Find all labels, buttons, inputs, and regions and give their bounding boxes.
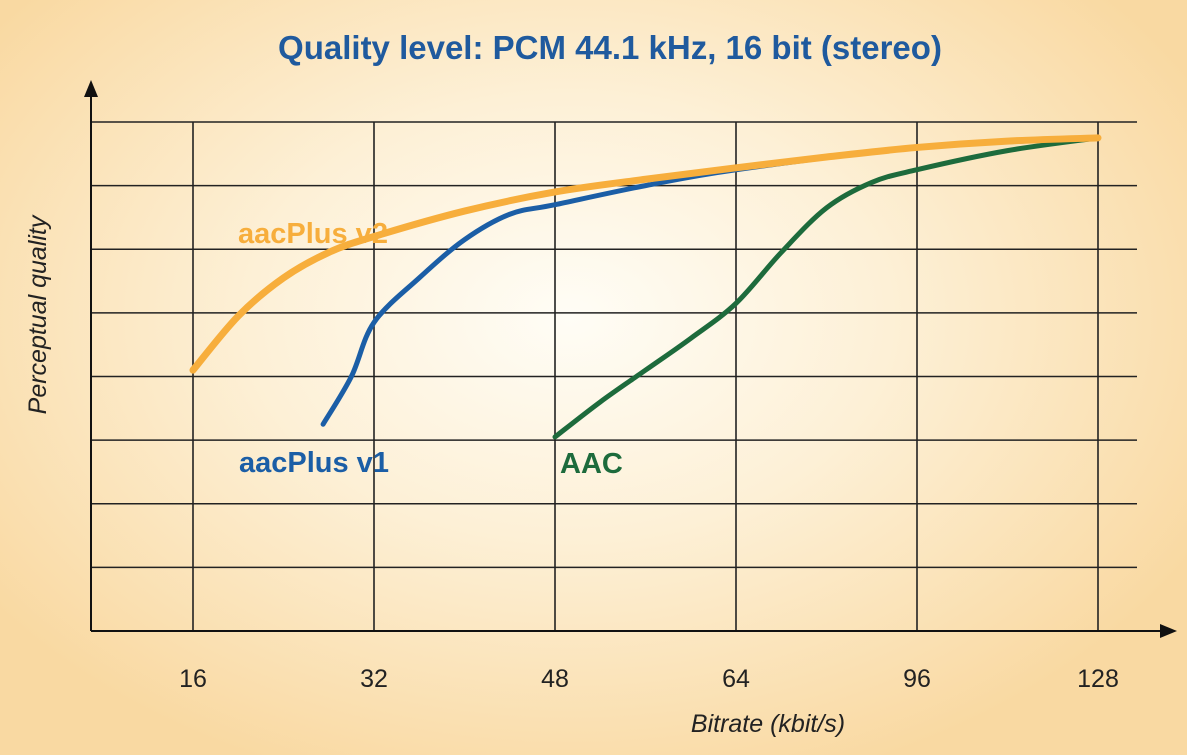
series-label-aacplus-v2: aacPlus v2 xyxy=(238,218,388,250)
series-line-aacplus-v1 xyxy=(320,135,1101,427)
grid xyxy=(91,121,1137,631)
y-axis-arrow-icon xyxy=(84,80,98,97)
series-line-aac xyxy=(552,135,1101,440)
chart-title: Quality level: PCM 44.1 kHz, 16 bit (ste… xyxy=(278,29,942,66)
x-tick-label: 96 xyxy=(903,665,931,693)
x-tick-label: 48 xyxy=(541,665,569,693)
x-axis-arrow-icon xyxy=(1160,624,1177,638)
x-tick-label: 64 xyxy=(722,665,750,693)
series-label-aacplus-v1: aacPlus v1 xyxy=(239,447,389,479)
x-tick-label: 32 xyxy=(360,665,388,693)
y-axis-label: Perceptual quality xyxy=(24,214,52,414)
series-lines xyxy=(189,134,1102,440)
series-label-aac: AAC xyxy=(560,448,623,480)
x-tick-labels: 16 32 48 64 96 128 xyxy=(179,665,1119,693)
x-tick-label: 128 xyxy=(1077,665,1119,693)
x-axis-label: Bitrate (kbit/s) xyxy=(691,710,845,738)
series-line-aacplus-v2 xyxy=(189,134,1102,374)
x-tick-label: 16 xyxy=(179,665,207,693)
